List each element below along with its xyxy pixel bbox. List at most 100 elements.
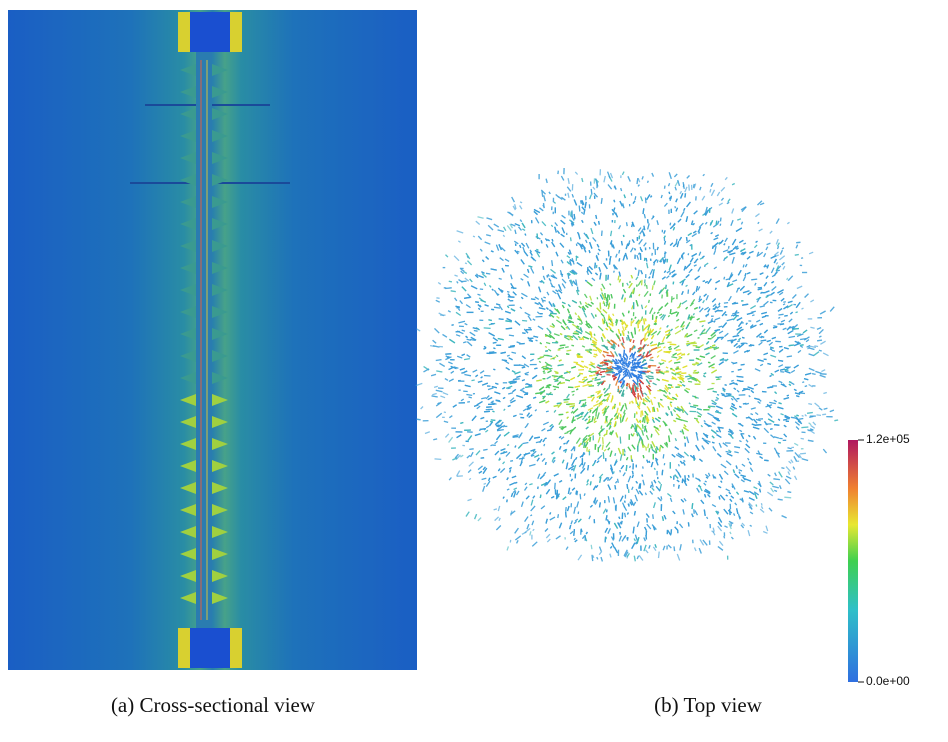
particle [550, 268, 556, 274]
particle [493, 347, 496, 350]
tooth [212, 570, 228, 582]
particle [450, 365, 457, 370]
particle [668, 348, 672, 351]
particle [591, 415, 594, 421]
particle [464, 262, 468, 265]
particle [688, 316, 695, 319]
particle [509, 469, 512, 473]
particle [643, 290, 649, 297]
particle [718, 361, 724, 366]
particle [767, 491, 774, 497]
particle [585, 323, 591, 329]
particle [760, 503, 763, 506]
particle [632, 432, 635, 437]
particle [746, 349, 751, 353]
particle [799, 452, 806, 455]
particle [674, 446, 680, 451]
particle [495, 434, 502, 441]
particle [626, 371, 629, 377]
particle [607, 447, 611, 451]
particle [435, 299, 440, 303]
particle [547, 348, 552, 352]
particle [670, 296, 673, 303]
particle [497, 468, 501, 472]
particle [431, 395, 438, 398]
particle [680, 193, 684, 199]
particle [688, 184, 690, 191]
particle [685, 216, 689, 222]
particle [651, 285, 654, 291]
particle [532, 318, 536, 321]
particle [506, 225, 512, 232]
particle [625, 465, 628, 472]
particle [641, 429, 645, 436]
particle [603, 387, 606, 391]
particle [786, 277, 789, 281]
particle [712, 222, 719, 228]
particle [794, 415, 797, 418]
particle [508, 334, 515, 337]
particle [742, 264, 745, 268]
particle [613, 199, 616, 203]
particle [683, 207, 686, 211]
particle [595, 214, 598, 219]
particle [641, 410, 644, 416]
particle [725, 488, 731, 492]
particle [573, 529, 576, 536]
particle [704, 473, 710, 478]
particle [745, 439, 749, 443]
particle [618, 258, 621, 262]
particle [641, 474, 644, 477]
particle [774, 369, 780, 373]
particle [519, 201, 523, 204]
particle [695, 432, 698, 435]
particle [444, 433, 450, 438]
particle [602, 300, 605, 304]
particle [711, 399, 718, 405]
particle [606, 392, 612, 396]
particle [664, 387, 669, 393]
particle [593, 355, 597, 358]
particle [829, 409, 835, 413]
particle [415, 382, 423, 387]
particle [771, 280, 775, 284]
particle [808, 353, 815, 357]
particle [577, 518, 582, 523]
particle [728, 491, 732, 495]
tooth [212, 218, 228, 230]
particle [539, 389, 546, 395]
particle [638, 419, 642, 423]
particle [663, 270, 667, 274]
particle [432, 339, 437, 344]
particle [534, 249, 541, 254]
particle [424, 431, 431, 435]
particle [777, 418, 781, 421]
particle [571, 390, 575, 393]
particle [675, 311, 680, 317]
particle [551, 374, 559, 378]
particle [707, 387, 714, 391]
particle [614, 461, 617, 466]
particle [498, 244, 502, 251]
particle [622, 372, 626, 376]
particle [628, 401, 631, 405]
particle [591, 408, 598, 414]
particle [744, 447, 750, 454]
particle [558, 419, 563, 426]
particle [729, 433, 734, 439]
particle [639, 373, 643, 378]
particle [784, 496, 792, 499]
particle [594, 378, 601, 381]
particle [547, 369, 552, 374]
particle [701, 255, 705, 259]
particle [647, 330, 652, 334]
particle [672, 396, 678, 401]
particle [525, 495, 530, 500]
particle [592, 555, 595, 559]
particle [631, 400, 635, 404]
particle [775, 238, 779, 245]
particle [642, 208, 645, 215]
particle [683, 451, 690, 457]
particle [645, 353, 652, 358]
particle [735, 491, 740, 495]
